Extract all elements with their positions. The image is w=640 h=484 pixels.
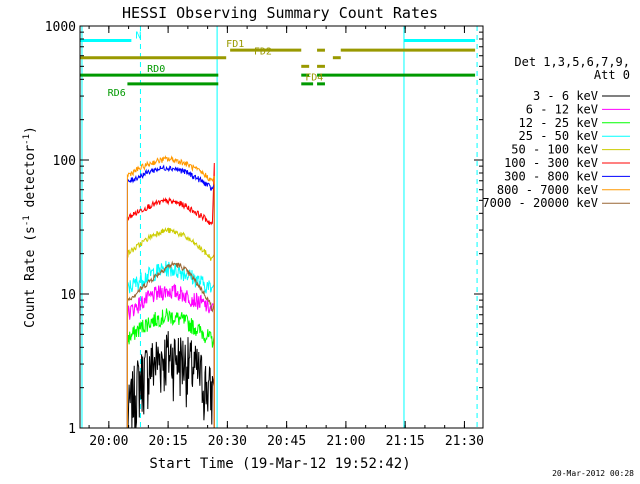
legend-label-300-800-kev: 300 - 800 keV (504, 169, 598, 183)
plot-frame (79, 25, 484, 429)
y-axis-label-sup1: -1 (22, 215, 32, 226)
status-label-fd4: FD4 (305, 72, 323, 83)
y-tick-label-100: 100 (53, 154, 76, 169)
legend-label-100-300-kev: 100 - 300 keV (504, 156, 598, 170)
y-axis-label-mid: detector (23, 145, 38, 216)
x-tick-label-20-00: 20:00 (89, 434, 128, 449)
legend-label-7000-20000-kev: 7000 - 20000 keV (482, 196, 598, 210)
y-axis-label-end: ) (23, 126, 38, 134)
status-label-rd0: RD0 (147, 64, 165, 75)
y-axis-label-main: Count Rate (s (23, 226, 38, 328)
series-100-300-kev (126, 162, 215, 428)
legend-label-25-50-kev: 25 - 50 keV (519, 129, 598, 143)
series-12-25-kev (126, 308, 215, 428)
y-axis-label: Count Rate (s-1 detector-1) (22, 126, 38, 328)
series-50-100-kev (126, 227, 215, 428)
series-6-12-kev (126, 283, 215, 428)
x-tick-label-21-00: 21:00 (326, 434, 365, 449)
legend-label-3-6-kev: 3 - 6 keV (533, 89, 598, 103)
series-7000-20000-kev (126, 260, 215, 428)
x-tick-label-21-15: 21:15 (386, 434, 425, 449)
legend-label-12-25-kev: 12 - 25 keV (519, 116, 598, 130)
legend-header-line2: Att 0 (594, 68, 630, 82)
legend-label-800-7000-kev: 800 - 7000 keV (497, 183, 598, 197)
chart-title: HESSI Observing Summary Count Rates (122, 4, 438, 22)
legend-label-50-100-kev: 50 - 100 keV (511, 143, 598, 157)
status-label-fd1: FD1 (226, 39, 244, 50)
y-tick-label-10: 10 (60, 288, 76, 303)
legend-header-line1: Det 1,3,5,6,7,9, (514, 55, 630, 69)
y-axis-label-sup2: -1 (22, 134, 32, 145)
status-label-fd2: FD2 (254, 47, 272, 58)
series-800-7000-kev (126, 154, 215, 428)
status-label-rd6: RD6 (108, 88, 126, 99)
series-3-6-kev (126, 331, 215, 429)
footer-date: 20-Mar-2012 00:28 (552, 469, 634, 478)
x-tick-label-20-15: 20:15 (149, 434, 188, 449)
x-tick-label-20-30: 20:30 (208, 434, 247, 449)
y-tick-label-1000: 1000 (45, 20, 76, 35)
series-300-800-kev (126, 164, 215, 428)
legend-label-6-12-kev: 6 - 12 keV (526, 102, 598, 116)
x-axis-label: Start Time (19-Mar-12 19:52:42) (149, 456, 410, 472)
status-label-n: N (135, 30, 141, 41)
x-tick-label-21-30: 21:30 (445, 434, 484, 449)
x-tick-label-20-45: 20:45 (267, 434, 306, 449)
y-tick-label-1: 1 (68, 422, 76, 437)
